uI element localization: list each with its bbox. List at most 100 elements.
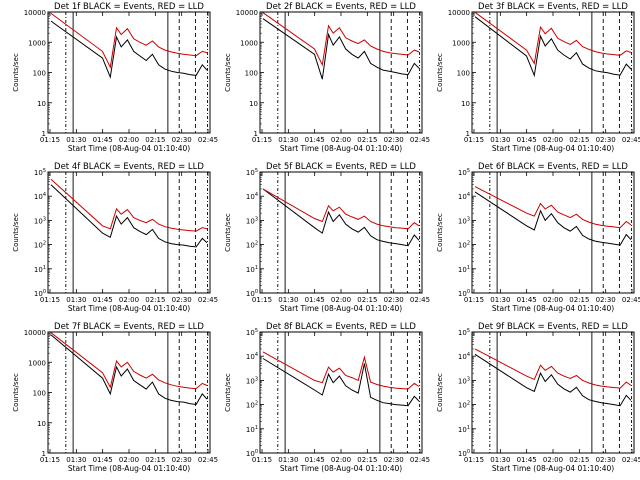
x-tick-label: 01:45 xyxy=(305,456,325,464)
series-lld-line xyxy=(474,348,632,389)
series-events-line xyxy=(262,358,420,407)
x-axis-label: Start Time (08-Aug-04 01:10:40) xyxy=(68,304,190,313)
y-tick-label: 1 xyxy=(466,130,470,138)
y-axis-label: Counts/sec xyxy=(224,53,232,92)
y-axis-label: Counts/sec xyxy=(436,213,444,252)
y-tick-label: 102 xyxy=(458,401,470,410)
chart-title: Det 1f BLACK = Events, RED = LLD xyxy=(54,2,204,12)
y-tick-label: 1 xyxy=(42,450,46,458)
y-axis-label: Counts/sec xyxy=(436,53,444,92)
series-lld-line xyxy=(474,11,632,65)
series-lld-line xyxy=(50,332,208,390)
x-axis-label: Start Time (08-Aug-04 01:10:40) xyxy=(492,464,614,473)
y-axis-label: Counts/sec xyxy=(436,373,444,412)
chart-title: Det 4f BLACK = Events, RED = LLD xyxy=(54,162,204,172)
series-events-line xyxy=(50,20,208,80)
y-tick-label: 104 xyxy=(34,192,46,201)
x-axis-label: Start Time (08-Aug-04 01:10:40) xyxy=(280,304,402,313)
x-tick-label: 02:45 xyxy=(198,456,218,464)
y-tick-label: 10 xyxy=(37,100,46,108)
y-tick-label: 104 xyxy=(458,192,470,201)
y-tick-label: 103 xyxy=(246,216,258,225)
x-tick-label: 02:30 xyxy=(596,136,616,144)
x-tick-label: 02:30 xyxy=(596,456,616,464)
x-tick-label: 02:45 xyxy=(410,136,430,144)
x-tick-label: 02:15 xyxy=(145,296,165,304)
chart-panel-3: Det 3f BLACK = Events, RED = LLD 1 10 100 10… xyxy=(436,2,640,153)
y-tick-label: 1000 xyxy=(28,359,46,367)
plot-frame xyxy=(471,171,635,294)
y-tick-label: 105 xyxy=(246,328,258,337)
y-tick-label: 103 xyxy=(34,216,46,225)
chart-title: Det 7f BLACK = Events, RED = LLD xyxy=(54,322,204,332)
chart-panel-1: Det 1f BLACK = Events, RED = LLD 1 10 100 10… xyxy=(12,2,218,153)
x-tick-label: 01:15 xyxy=(252,456,272,464)
x-tick-label: 01:30 xyxy=(490,456,510,464)
x-tick-label: 01:45 xyxy=(305,136,325,144)
y-tick-label: 1 xyxy=(254,130,258,138)
y-tick-label: 100 xyxy=(458,449,470,458)
x-tick-label: 02:00 xyxy=(119,456,139,464)
plot-frame xyxy=(259,171,423,294)
series-events-line xyxy=(474,16,632,78)
series-events-line xyxy=(474,191,632,246)
y-tick-label: 100 xyxy=(34,289,46,298)
y-tick-label: 105 xyxy=(458,168,470,177)
chart-title: Det 3f BLACK = Events, RED = LLD xyxy=(478,2,628,12)
x-axis-label: Start Time (08-Aug-04 01:10:40) xyxy=(280,464,402,473)
x-tick-label: 02:45 xyxy=(622,296,640,304)
x-tick-label: 01:30 xyxy=(490,136,510,144)
y-tick-label: 1000 xyxy=(452,39,470,47)
chart-panel-4: Det 4f BLACK = Events, RED = LLD 100 101 10… xyxy=(12,162,218,313)
x-tick-label: 02:45 xyxy=(198,296,218,304)
x-tick-label: 02:15 xyxy=(357,296,377,304)
x-tick-label: 01:30 xyxy=(66,296,86,304)
series-lld-line xyxy=(50,178,208,232)
x-tick-label: 02:30 xyxy=(384,456,404,464)
x-axis-label: Start Time (08-Aug-04 01:10:40) xyxy=(68,144,190,153)
chart-panel-6: Det 6f BLACK = Events, RED = LLD 100 101 10… xyxy=(436,162,640,313)
x-axis-label: Start Time (08-Aug-04 01:10:40) xyxy=(68,464,190,473)
y-tick-label: 101 xyxy=(246,425,258,434)
x-tick-label: 01:15 xyxy=(464,456,484,464)
y-tick-label: 102 xyxy=(246,241,258,250)
x-tick-label: 01:15 xyxy=(252,136,272,144)
x-tick-label: 02:00 xyxy=(331,136,351,144)
x-tick-label: 02:15 xyxy=(569,136,589,144)
x-axis-label: Start Time (08-Aug-04 01:10:40) xyxy=(492,144,614,153)
x-tick-label: 01:15 xyxy=(464,136,484,144)
chart-panel-9: Det 9f BLACK = Events, RED = LLD 100 101 10… xyxy=(436,322,640,473)
x-tick-label: 02:45 xyxy=(410,296,430,304)
y-tick-label: 105 xyxy=(34,168,46,177)
y-tick-label: 1000 xyxy=(28,39,46,47)
y-tick-label: 10000 xyxy=(236,9,258,17)
x-tick-label: 02:30 xyxy=(384,296,404,304)
y-tick-label: 105 xyxy=(458,328,470,337)
y-tick-label: 101 xyxy=(458,425,470,434)
series-lld-line xyxy=(262,188,420,230)
y-axis-label: Counts/sec xyxy=(12,213,20,252)
plot-frame xyxy=(47,331,211,454)
x-tick-label: 01:30 xyxy=(66,136,86,144)
chart-title: Det 2f BLACK = Events, RED = LLD xyxy=(266,2,416,12)
series-lld-line xyxy=(50,12,208,69)
x-tick-label: 02:00 xyxy=(543,456,563,464)
y-tick-label: 101 xyxy=(458,265,470,274)
y-tick-label: 102 xyxy=(34,241,46,250)
y-tick-label: 10000 xyxy=(24,329,46,337)
chart-title: Det 9f BLACK = Events, RED = LLD xyxy=(478,322,628,332)
y-tick-label: 103 xyxy=(458,376,470,385)
y-tick-label: 104 xyxy=(458,352,470,361)
plot-frame xyxy=(259,331,423,454)
x-axis-label: Start Time (08-Aug-04 01:10:40) xyxy=(492,304,614,313)
x-tick-label: 01:45 xyxy=(517,136,537,144)
x-tick-label: 02:30 xyxy=(172,456,192,464)
x-tick-label: 01:30 xyxy=(66,456,86,464)
x-tick-label: 01:15 xyxy=(40,456,60,464)
x-tick-label: 01:45 xyxy=(93,296,113,304)
x-tick-label: 02:15 xyxy=(569,296,589,304)
series-events-line xyxy=(50,334,208,406)
x-tick-label: 02:45 xyxy=(622,456,640,464)
y-tick-label: 102 xyxy=(246,401,258,410)
